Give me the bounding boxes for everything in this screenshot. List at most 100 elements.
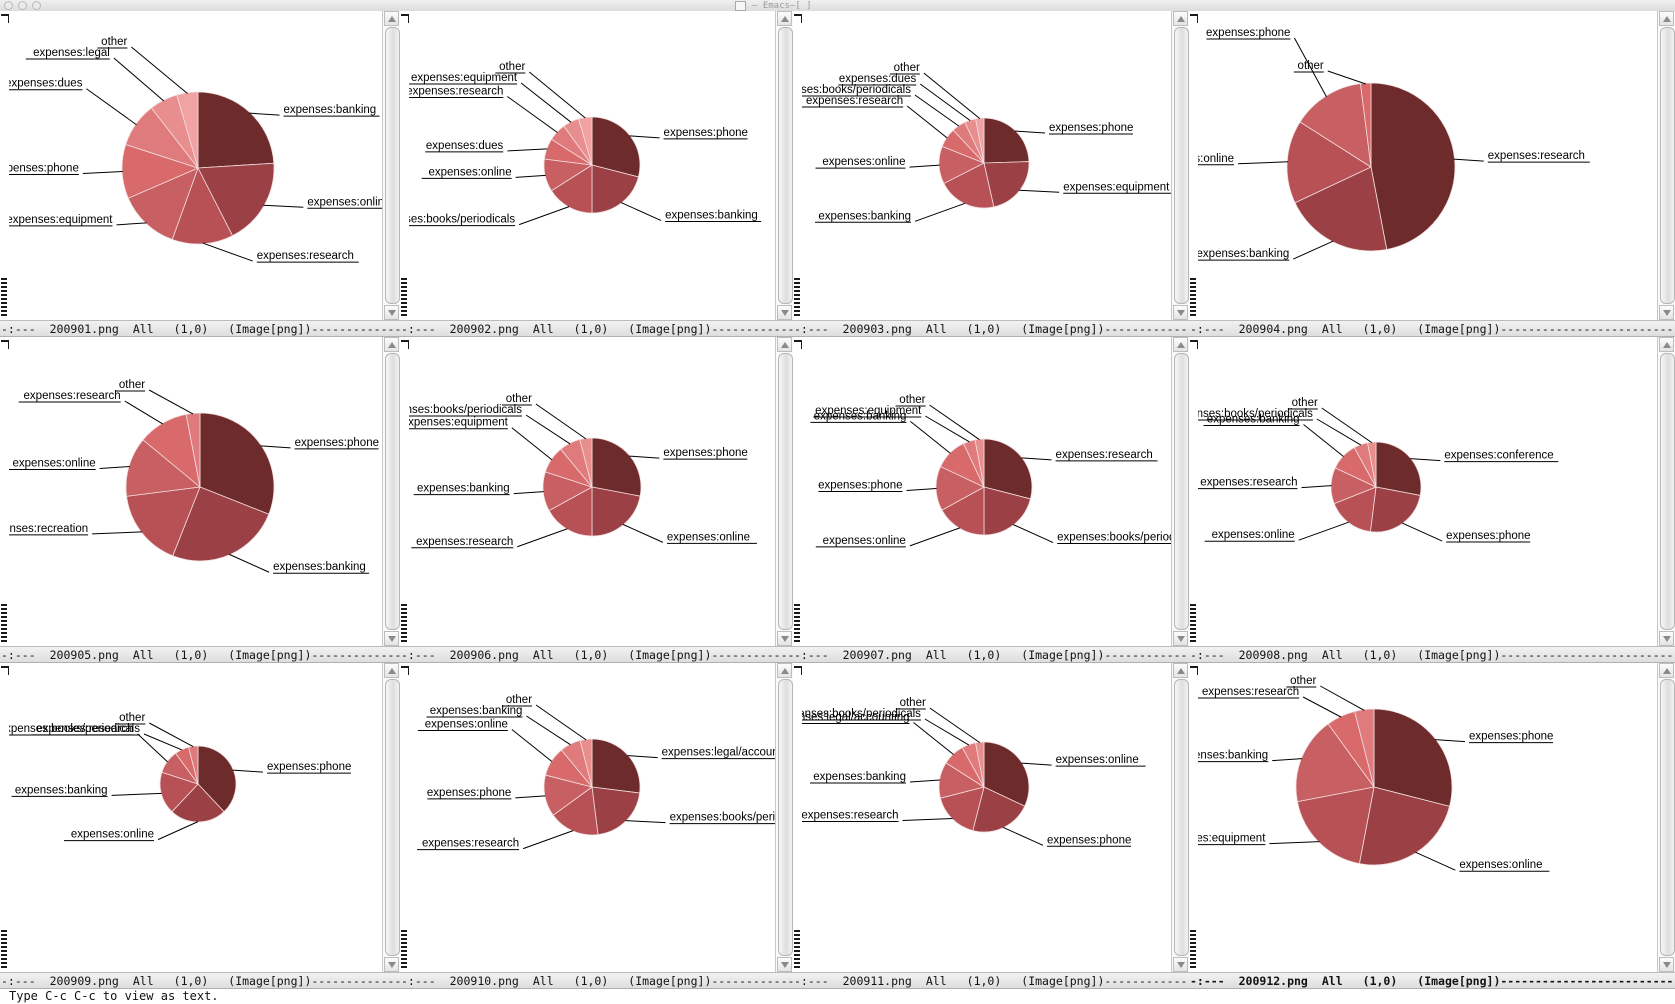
vertical-scrollbar[interactable] [382, 11, 400, 320]
image-canvas[interactable]: expenses:phone expenses:online expenses:ba… [9, 663, 382, 972]
emacs-window-200901[interactable]: expenses:banking expenses:online expenses:… [0, 11, 400, 337]
window-body: expenses:phone expenses:banking expenses:b… [400, 11, 793, 320]
vertical-scrollbar[interactable] [1171, 663, 1189, 972]
emacs-window-200902[interactable]: expenses:phone expenses:banking expenses:b… [400, 11, 793, 337]
image-canvas[interactable]: expenses:phone expenses:online expenses:re… [409, 337, 775, 646]
scroll-up-arrow-icon[interactable] [777, 11, 792, 26]
scroll-up-arrow-icon[interactable] [384, 11, 399, 26]
mode-line[interactable]: -:--- 200904.png All (1,0) (Image[png])-----… [1189, 320, 1675, 337]
image-canvas[interactable]: expenses:conference expenses:phone expense… [1198, 337, 1657, 646]
scroll-down-arrow-icon[interactable] [777, 305, 792, 320]
scroll-up-arrow-icon[interactable] [777, 337, 792, 352]
pie-slice [591, 786, 641, 836]
mode-line[interactable]: -:--- 200902.png All (1,0) (Image[png])-----… [400, 320, 793, 337]
window-control-dots[interactable] [4, 1, 41, 10]
mode-line[interactable]: -:--- 200911.png All (1,0) (Image[png])-----… [793, 972, 1189, 989]
scroll-up-arrow-icon[interactable] [1659, 337, 1674, 352]
scrollbar-thumb[interactable] [1174, 27, 1189, 304]
emacs-window-200909[interactable]: expenses:phone expenses:online expenses:ba… [0, 663, 400, 989]
toolbar-center-group[interactable]: — Emacs—[ ] [735, 0, 812, 11]
scroll-down-arrow-icon[interactable] [1173, 957, 1188, 972]
scroll-down-arrow-icon[interactable] [1173, 631, 1188, 646]
mode-line[interactable]: -:--- 200903.png All (1,0) (Image[png])-----… [793, 320, 1189, 337]
scrollbar-thumb[interactable] [385, 679, 400, 956]
mode-line[interactable]: -:--- 200908.png All (1,0) (Image[png])-----… [1189, 646, 1675, 663]
scroll-up-arrow-icon[interactable] [1659, 11, 1674, 26]
emacs-window-200904[interactable]: expenses:research expenses:banking expense… [1189, 11, 1675, 337]
image-canvas[interactable]: expenses:research expenses:books/periodic… [802, 337, 1171, 646]
minimize-icon[interactable] [18, 1, 27, 10]
image-canvas[interactable]: expenses:phone expenses:online expenses:eq… [1198, 663, 1657, 972]
mode-line[interactable]: -:--- 200912.png All (1,0) (Image[png])-----… [1189, 972, 1675, 989]
scroll-up-arrow-icon[interactable] [1173, 337, 1188, 352]
emacs-window-200911[interactable]: expenses:online expenses:phone expenses:re… [793, 663, 1189, 989]
emacs-window-200903[interactable]: expenses:phone expenses:equipment expenses… [793, 11, 1189, 337]
emacs-window-200906[interactable]: expenses:phone expenses:online expenses:re… [400, 337, 793, 663]
scrollbar-thumb[interactable] [1174, 679, 1189, 956]
emacs-window-200910[interactable]: expenses:legal/accounting expenses:books/… [400, 663, 793, 989]
pie-label-group: expenses:research [1453, 150, 1590, 163]
continuation-dashes-icon [401, 278, 407, 318]
scroll-down-arrow-icon[interactable] [1173, 305, 1188, 320]
emacs-window-200907[interactable]: expenses:research expenses:books/periodic… [793, 337, 1189, 663]
emacs-window-200912[interactable]: expenses:phone expenses:online expenses:eq… [1189, 663, 1675, 989]
scrollbar-thumb[interactable] [778, 353, 793, 630]
image-canvas[interactable]: expenses:legal/accounting expenses:books/… [409, 663, 775, 972]
vertical-scrollbar[interactable] [382, 663, 400, 972]
emacs-window-200905[interactable]: expenses:phone expenses:banking expenses:r… [0, 337, 400, 663]
mode-line[interactable]: -:--- 200910.png All (1,0) (Image[png])-----… [400, 972, 793, 989]
scroll-up-arrow-icon[interactable] [384, 663, 399, 678]
image-canvas[interactable]: expenses:research expenses:banking expense… [1198, 11, 1657, 320]
leader-line [909, 527, 960, 547]
vertical-scrollbar[interactable] [1657, 11, 1675, 320]
window-body: expenses:conference expenses:phone expense… [1189, 337, 1675, 646]
image-canvas[interactable]: expenses:phone expenses:banking expenses:r… [9, 337, 382, 646]
vertical-scrollbar[interactable] [775, 11, 793, 320]
scrollbar-thumb[interactable] [1660, 27, 1675, 304]
vertical-scrollbar[interactable] [1657, 663, 1675, 972]
vertical-scrollbar[interactable] [775, 337, 793, 646]
mode-line[interactable]: -:--- 200906.png All (1,0) (Image[png])-----… [400, 646, 793, 663]
pie-slice-label: other [1292, 397, 1318, 409]
scroll-down-arrow-icon[interactable] [384, 957, 399, 972]
scroll-up-arrow-icon[interactable] [384, 337, 399, 352]
scroll-down-arrow-icon[interactable] [384, 631, 399, 646]
vertical-scrollbar[interactable] [775, 663, 793, 972]
close-icon[interactable] [4, 1, 13, 10]
scroll-up-arrow-icon[interactable] [1659, 663, 1674, 678]
scroll-up-arrow-icon[interactable] [1173, 663, 1188, 678]
image-canvas[interactable]: expenses:banking expenses:online expenses:… [9, 11, 382, 320]
scroll-down-arrow-icon[interactable] [1659, 631, 1674, 646]
scroll-up-arrow-icon[interactable] [777, 663, 792, 678]
vertical-scrollbar[interactable] [1171, 337, 1189, 646]
image-canvas[interactable]: expenses:online expenses:phone expenses:re… [802, 663, 1171, 972]
scroll-down-arrow-icon[interactable] [1659, 957, 1674, 972]
mode-line[interactable]: -:--- 200901.png All (1,0) (Image[png])-----… [0, 320, 400, 337]
pie-label-group: expenses:books/periodicals [802, 84, 960, 127]
vertical-scrollbar[interactable] [1657, 337, 1675, 646]
image-canvas[interactable]: expenses:phone expenses:banking expenses:b… [409, 11, 775, 320]
pie-slice-label: other [894, 62, 920, 74]
scrollbar-thumb[interactable] [1660, 353, 1675, 630]
scrollbar-thumb[interactable] [1660, 679, 1675, 956]
mode-line[interactable]: -:--- 200905.png All (1,0) (Image[png])-----… [0, 646, 400, 663]
scrollbar-thumb[interactable] [385, 353, 400, 630]
mode-line[interactable]: -:--- 200909.png All (1,0) (Image[png])-----… [0, 972, 400, 989]
scrollbar-thumb[interactable] [385, 27, 400, 304]
emacs-window-200908[interactable]: expenses:conference expenses:phone expense… [1189, 337, 1675, 663]
scroll-down-arrow-icon[interactable] [1659, 305, 1674, 320]
mode-line[interactable]: -:--- 200907.png All (1,0) (Image[png])-----… [793, 646, 1189, 663]
scrollbar-thumb[interactable] [778, 27, 793, 304]
maximize-icon[interactable] [32, 1, 41, 10]
scroll-down-arrow-icon[interactable] [384, 305, 399, 320]
image-canvas[interactable]: expenses:phone expenses:equipment expenses… [802, 11, 1171, 320]
scrollbar-thumb[interactable] [778, 679, 793, 956]
scroll-down-arrow-icon[interactable] [777, 957, 792, 972]
scrollbar-thumb[interactable] [1174, 353, 1189, 630]
save-icon[interactable] [735, 0, 746, 11]
pie-chart: expenses:phone expenses:online expenses:ba… [9, 712, 351, 842]
vertical-scrollbar[interactable] [1171, 11, 1189, 320]
vertical-scrollbar[interactable] [382, 337, 400, 646]
scroll-up-arrow-icon[interactable] [1173, 11, 1188, 26]
scroll-down-arrow-icon[interactable] [777, 631, 792, 646]
